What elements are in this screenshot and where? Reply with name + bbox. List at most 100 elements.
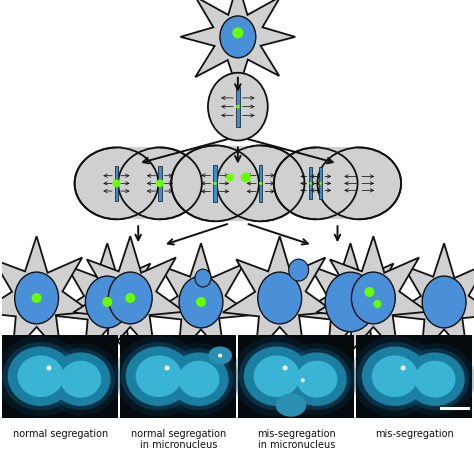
Ellipse shape — [3, 342, 79, 410]
Ellipse shape — [121, 342, 197, 410]
Ellipse shape — [126, 347, 192, 406]
Ellipse shape — [114, 336, 203, 416]
Ellipse shape — [277, 343, 357, 415]
Bar — [319, 168, 322, 200]
Ellipse shape — [244, 347, 310, 406]
Ellipse shape — [46, 366, 51, 371]
Ellipse shape — [362, 347, 428, 406]
Ellipse shape — [178, 361, 219, 398]
Bar — [213, 166, 217, 202]
Ellipse shape — [365, 287, 374, 297]
Ellipse shape — [395, 343, 474, 415]
Ellipse shape — [118, 148, 202, 220]
Bar — [238, 335, 354, 418]
Text: normal segregation: normal segregation — [13, 428, 109, 437]
Bar — [115, 166, 118, 202]
Ellipse shape — [220, 17, 256, 59]
Ellipse shape — [319, 183, 322, 185]
Ellipse shape — [236, 106, 240, 109]
Ellipse shape — [164, 366, 170, 371]
Polygon shape — [317, 237, 428, 355]
Ellipse shape — [102, 297, 112, 307]
Ellipse shape — [283, 349, 351, 410]
Ellipse shape — [41, 343, 121, 415]
Ellipse shape — [218, 354, 222, 358]
Ellipse shape — [164, 349, 233, 410]
Bar — [356, 335, 472, 418]
Ellipse shape — [0, 336, 85, 416]
Ellipse shape — [226, 174, 234, 182]
Ellipse shape — [158, 182, 162, 185]
Ellipse shape — [401, 366, 406, 371]
Ellipse shape — [287, 353, 346, 406]
Ellipse shape — [85, 276, 129, 328]
Bar — [158, 166, 162, 202]
Ellipse shape — [60, 361, 101, 398]
Bar — [117, 148, 160, 220]
Ellipse shape — [232, 336, 321, 416]
Ellipse shape — [8, 347, 74, 406]
Ellipse shape — [274, 148, 357, 220]
Ellipse shape — [357, 342, 433, 410]
Ellipse shape — [196, 297, 206, 307]
Ellipse shape — [109, 272, 152, 324]
Bar — [215, 146, 261, 222]
Ellipse shape — [213, 182, 217, 186]
Text: in micronucleus: in micronucleus — [258, 438, 336, 448]
Ellipse shape — [296, 361, 337, 398]
Ellipse shape — [258, 272, 301, 324]
Ellipse shape — [401, 349, 469, 410]
Ellipse shape — [179, 276, 223, 328]
Ellipse shape — [115, 182, 118, 185]
Text: mis-segregation: mis-segregation — [257, 428, 336, 437]
Ellipse shape — [217, 146, 304, 222]
Ellipse shape — [209, 347, 232, 365]
Ellipse shape — [208, 74, 268, 141]
Ellipse shape — [15, 272, 58, 324]
Polygon shape — [73, 237, 184, 355]
Ellipse shape — [422, 276, 466, 328]
Bar — [310, 168, 312, 200]
Ellipse shape — [325, 272, 376, 332]
Ellipse shape — [51, 353, 110, 406]
Ellipse shape — [159, 343, 239, 415]
Polygon shape — [223, 237, 334, 355]
Ellipse shape — [318, 148, 401, 220]
Text: in micronucleus: in micronucleus — [140, 438, 218, 448]
Polygon shape — [391, 244, 474, 356]
Ellipse shape — [74, 148, 158, 220]
Ellipse shape — [301, 378, 305, 382]
Polygon shape — [181, 0, 295, 92]
Ellipse shape — [259, 182, 262, 186]
Text: normal segregation: normal segregation — [131, 428, 227, 437]
Ellipse shape — [239, 342, 315, 410]
Ellipse shape — [136, 355, 182, 397]
Bar — [259, 166, 262, 202]
Text: mis-segregation: mis-segregation — [375, 428, 455, 437]
Ellipse shape — [276, 394, 306, 417]
Ellipse shape — [156, 180, 164, 188]
Ellipse shape — [125, 293, 135, 303]
Ellipse shape — [171, 146, 259, 222]
Ellipse shape — [112, 180, 120, 188]
Ellipse shape — [254, 355, 300, 397]
Ellipse shape — [18, 355, 64, 397]
Bar — [120, 335, 236, 418]
Ellipse shape — [32, 293, 42, 303]
Polygon shape — [297, 244, 401, 356]
Ellipse shape — [241, 173, 251, 183]
Ellipse shape — [351, 272, 395, 324]
Bar — [316, 148, 359, 220]
Ellipse shape — [195, 270, 211, 287]
Ellipse shape — [283, 366, 288, 371]
Ellipse shape — [232, 28, 243, 39]
Polygon shape — [54, 244, 158, 356]
Bar — [2, 335, 118, 418]
Ellipse shape — [374, 300, 382, 308]
Ellipse shape — [405, 353, 465, 406]
Bar — [236, 87, 240, 127]
Ellipse shape — [46, 349, 115, 410]
Ellipse shape — [415, 361, 456, 398]
Ellipse shape — [289, 259, 309, 281]
Ellipse shape — [350, 336, 439, 416]
